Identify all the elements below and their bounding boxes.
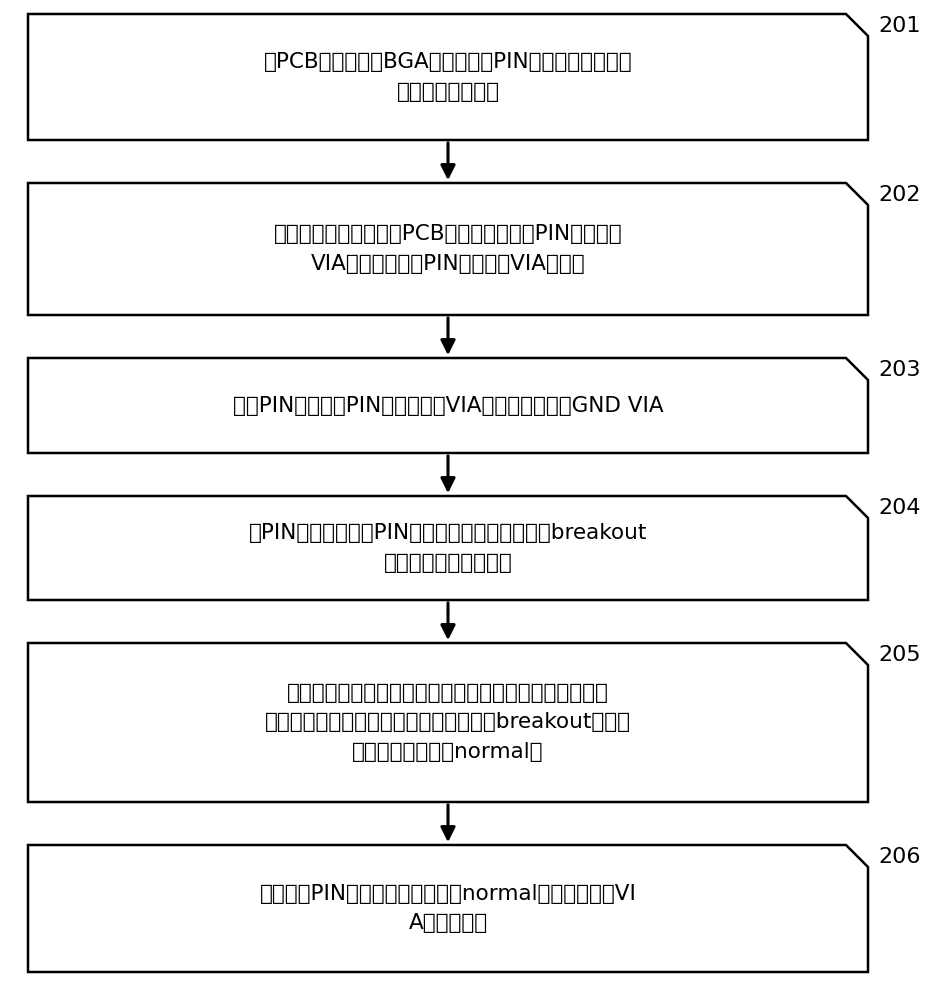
Polygon shape [28, 643, 868, 802]
Text: 将每一个PIN脚对应的第二线宽的normal线通过对应的VI
A孔换层走线: 将每一个PIN脚对应的第二线宽的normal线通过对应的VI A孔换层走线 [260, 884, 637, 933]
Text: 203: 203 [878, 360, 921, 380]
Polygon shape [28, 183, 868, 315]
Polygon shape [28, 14, 868, 140]
Text: 202: 202 [878, 185, 921, 205]
Polygon shape [28, 496, 868, 600]
Text: 205: 205 [878, 645, 921, 665]
Polygon shape [28, 358, 868, 453]
Polygon shape [28, 845, 868, 972]
Text: 为PIN脚对中每一个PIN脚引出对应的第一线宽的breakout
线，组成第一差分线对: 为PIN脚对中每一个PIN脚引出对应的第一线宽的breakout 线，组成第一差… [249, 523, 647, 573]
Text: 在换层阈值范围内，在PCB板上，设置各个PIN脚对应的
VIA孔，且相邻的PIN脚对应的VIA孔相邻: 在换层阈值范围内，在PCB板上，设置各个PIN脚对应的 VIA孔，且相邻的PIN… [274, 224, 622, 274]
Text: 201: 201 [878, 16, 921, 36]
Text: 当第一差分线对与相邻的差分线对间的距离大于空间阈值
时，将第一差分线对中每一条第一线宽的breakout线接入
对应的第二线宽的normal线: 当第一差分线对与相邻的差分线对间的距离大于空间阈值 时，将第一差分线对中每一条第… [265, 683, 631, 762]
Text: 206: 206 [878, 847, 921, 867]
Text: 204: 204 [878, 498, 921, 518]
Text: 确定PIN脚对，为PIN脚对对应的VIA孔对设置对称的GND VIA: 确定PIN脚对，为PIN脚对对应的VIA孔对设置对称的GND VIA [233, 395, 663, 416]
Text: 在PCB板上，确定BGA芯片中各个PIN脚的位置，设置换
层阈值和空间阈值: 在PCB板上，确定BGA芯片中各个PIN脚的位置，设置换 层阈值和空间阈值 [263, 52, 632, 102]
